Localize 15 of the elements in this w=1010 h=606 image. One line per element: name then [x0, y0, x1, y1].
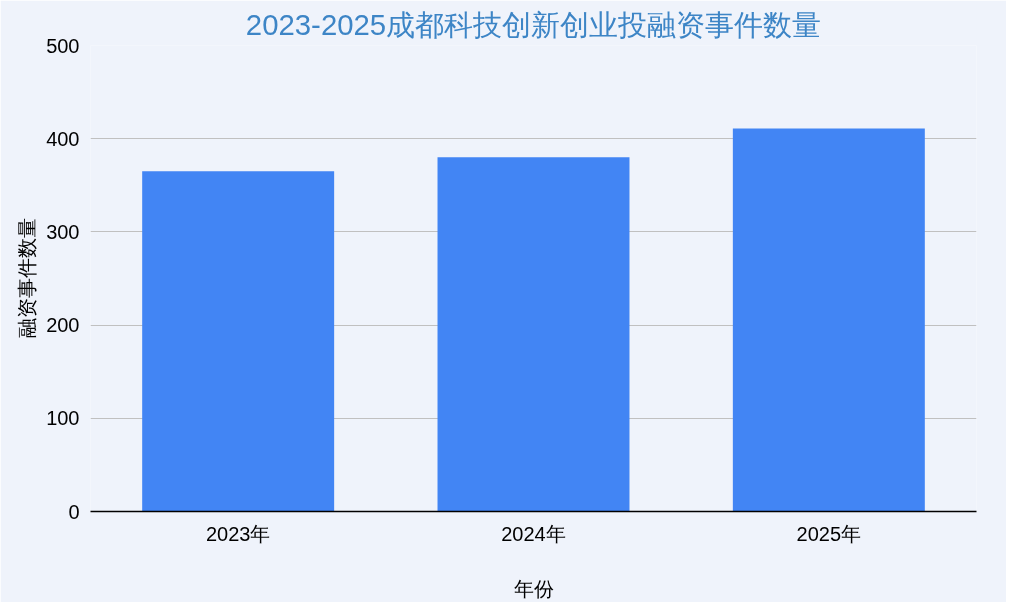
- x-tick-label: 2024年: [501, 522, 566, 545]
- y-tick-label: 400: [46, 127, 80, 150]
- bar: [437, 157, 630, 512]
- x-tick-label: 2025年: [796, 522, 862, 545]
- y-tick-label: 0: [68, 500, 80, 523]
- bar: [732, 128, 925, 512]
- y-tick-label: 300: [46, 220, 80, 243]
- y-axis-title: 融资事件数量: [16, 218, 39, 339]
- x-axis-title: 年份: [513, 577, 554, 600]
- y-tick-label: 500: [46, 34, 80, 57]
- bar: [142, 171, 335, 512]
- chart-title: 2023-2025成都科技创新创业投融资事件数量: [245, 7, 822, 41]
- x-tick-label: 2023年: [205, 522, 271, 545]
- y-tick-label: 200: [46, 314, 80, 337]
- y-tick-label: 100: [46, 407, 80, 430]
